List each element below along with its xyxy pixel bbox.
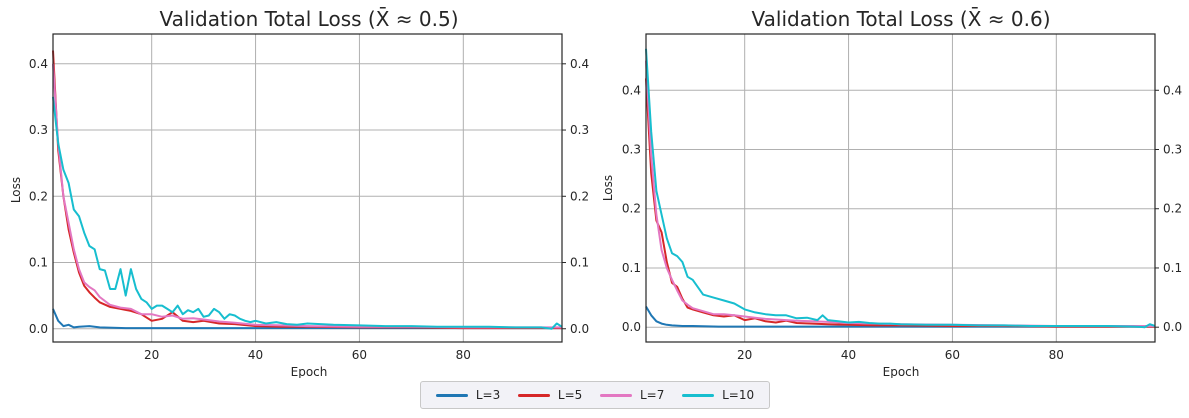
legend-swatch [600,393,632,397]
y-tick-label: 0.2 [29,189,48,203]
y-axis-label: Loss [9,177,23,203]
y-tick-label-right: 0.1 [570,256,589,270]
y-tick-label: 0.3 [29,123,48,137]
chart-title: Validation Total Loss (X̄ ≈ 0.5) [160,6,459,31]
y-tick-label: 0.0 [29,322,48,336]
legend-item: L=5 [517,388,583,402]
x-axis-label: Epoch [291,365,328,378]
series-line-l7 [645,60,1155,327]
x-tick-label: 40 [248,348,263,362]
series-layer [645,48,1156,329]
grid [53,34,562,342]
y-tick-label-right: 0.4 [570,57,589,71]
y-tick-label-right: 0.2 [1163,202,1182,216]
y-tick-label: 0.1 [29,256,48,270]
legend-swatch [517,393,550,397]
series-line-l10 [645,48,1156,329]
legend-label: L=10 [722,388,755,402]
ticks: 20 40 60 80 0.0 0.0 0.1 0.1 0.2 0.2 0.3 0.3 0.4 0.4 [622,83,1182,362]
y-tick-label: 0.1 [622,261,641,275]
x-tick-label: 40 [841,348,856,362]
y-tick-label-right: 0.4 [1163,83,1182,97]
legend-label: L=5 [557,388,583,402]
x-tick-label: 80 [1049,348,1064,362]
series-line-l10 [52,96,563,330]
y-tick-label: 0.4 [622,83,641,97]
legend-item: L=7 [600,388,664,402]
grid [646,34,1155,342]
legend-swatch [435,393,468,397]
legend-label: L=7 [640,388,665,402]
series-line-l3 [52,308,562,330]
x-tick-label: 80 [456,348,471,362]
y-tick-label-right: 0.3 [570,123,589,137]
x-tick-label: 60 [352,348,367,362]
x-tick-label: 60 [945,348,960,362]
y-tick-label-right: 0.0 [570,322,589,336]
x-axis-label: Epoch [883,365,920,378]
series-line-l5 [52,50,562,330]
series-layer [52,50,563,330]
ticks: 20 40 60 80 0.0 0.0 0.1 0.1 0.2 0.2 0.3 0.3 0.4 0.4 [29,57,589,362]
legend-item: L=3 [435,388,501,402]
chart-panel-left: Validation Total Loss (X̄ ≈ 0.5) Epoch L… [9,6,589,378]
y-tick-label-right: 0.0 [1163,320,1182,334]
y-tick-label-right: 0.2 [570,189,589,203]
legend: L=3 L=5 L=7 L=10 [420,381,770,409]
y-tick-label: 0.3 [622,143,641,157]
plot-frame [645,33,1156,343]
y-tick-label-right: 0.1 [1163,261,1182,275]
series-line-l5 [645,78,1155,328]
x-tick-label: 20 [737,348,752,362]
figure: Validation Total Loss (X̄ ≈ 0.5) Epoch L… [9,6,1182,378]
y-tick-label: 0.0 [622,320,641,334]
y-tick-label-right: 0.3 [1163,143,1182,157]
legend-item: L=10 [682,388,754,402]
chart-panel-right: Validation Total Loss (X̄ ≈ 0.6) Epoch L… [601,6,1182,378]
y-tick-label: 0.2 [622,202,641,216]
chart-title: Validation Total Loss (X̄ ≈ 0.6) [752,6,1051,31]
legend-label: L=3 [475,388,501,402]
legend-swatch [682,393,715,397]
series-line-l7 [52,63,562,329]
plot-frame [52,33,563,343]
x-tick-label: 20 [144,348,159,362]
y-axis-label: Loss [601,175,615,201]
y-tick-label: 0.4 [29,57,48,71]
